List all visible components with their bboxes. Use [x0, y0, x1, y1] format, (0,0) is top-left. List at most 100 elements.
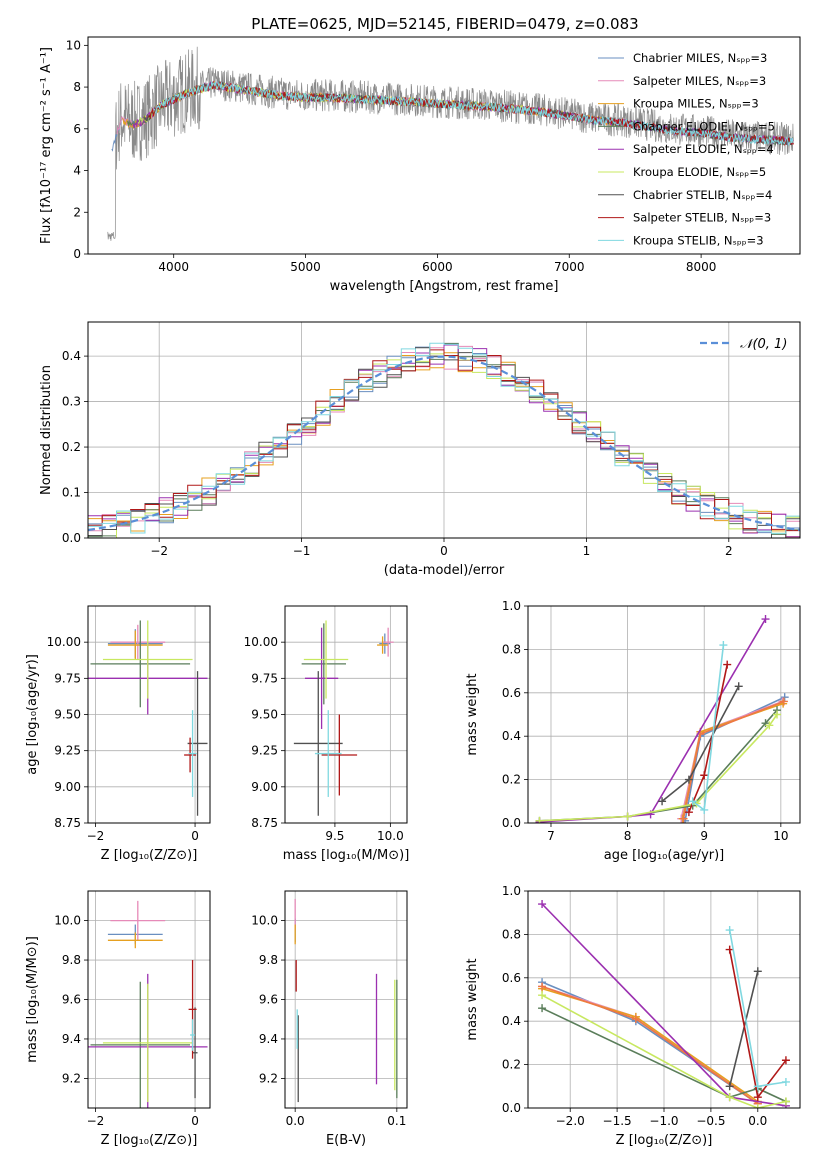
y-tick-label: 9.00 [251, 780, 278, 794]
series-chabrier-elodie [535, 706, 782, 823]
y-tick-label: 9.75 [54, 671, 81, 685]
y-axis-label: Normed distribution [39, 365, 54, 495]
y-tick-label: 9.25 [54, 744, 81, 758]
x-tick-label: 10.0 [377, 829, 404, 843]
x-tick-label: 1 [583, 544, 591, 558]
weight-point [688, 797, 697, 806]
y-tick-label: 9.50 [54, 708, 81, 722]
x-axis-label: wavelength [Angstrom, rest frame] [330, 279, 559, 294]
weight-point [725, 926, 734, 935]
weight-point [781, 1097, 790, 1106]
weight-point [725, 1082, 734, 1091]
x-tick-label: −1 [293, 544, 311, 558]
errorbar-kroupa-elodie [102, 620, 193, 699]
weight-point [684, 775, 693, 784]
weight-point [658, 797, 667, 806]
errorbar-chabrier-elodie [90, 620, 191, 708]
panel-weight_vs_Z: −2.0 −1.5 −1.0 −0.5 0.0 0.0 0.2 0.4 0.6 0.8 1.0 Z [… [465, 884, 801, 1148]
y-tick-label: 10.0 [54, 914, 81, 928]
y-axis-label: mass weight [465, 673, 480, 755]
x-tick-label: 0.1 [387, 1114, 406, 1128]
errorbar-salpeter-miles [110, 624, 166, 660]
plot-frame [527, 890, 801, 1109]
y-tick-label: 0 [73, 247, 81, 261]
y-tick-label: 0.0 [502, 816, 521, 830]
weight-line [539, 714, 778, 822]
y-tick-label: 4 [73, 164, 81, 178]
legend-label: Chabrier MILES, Nₛₚₚ=3 [633, 51, 767, 65]
weight-point [535, 816, 544, 823]
x-tick-label: −2.0 [556, 1114, 585, 1128]
weight-line [541, 985, 759, 1105]
y-tick-label: 2 [73, 205, 81, 219]
x-tick-label: 7000 [554, 260, 585, 274]
x-tick-label: 10 [773, 829, 788, 843]
legend-label: Salpeter MILES, Nₛₚₚ=3 [633, 74, 766, 88]
weight-point [700, 805, 709, 814]
y-tick-label: 0.8 [502, 927, 521, 941]
weight-point [538, 900, 547, 909]
errorbar-chabrier-stelib [293, 671, 343, 816]
series-model_orange [679, 697, 788, 823]
y-tick-label: 8.75 [54, 816, 81, 830]
series-kroupa-elodie [535, 710, 782, 823]
weight-point [753, 1082, 762, 1091]
y-tick-label: 10 [66, 38, 81, 52]
x-tick-label: 9.5 [325, 829, 344, 843]
weight-point [781, 1077, 790, 1086]
errorbar-kroupa-stelib [314, 710, 342, 797]
y-tick-label: 0.2 [502, 1058, 521, 1072]
y-tick-label: 10.00 [244, 635, 278, 649]
y-tick-label: 9.8 [62, 953, 81, 967]
legend-label: Salpeter STELIB, Nₛₚₚ=3 [633, 211, 771, 225]
errorbar-salpeter-miles [382, 627, 394, 657]
errorbar-kroupa-miles [107, 630, 163, 660]
y-tick-label: 0.6 [502, 686, 521, 700]
y-tick-label: 9.25 [251, 744, 278, 758]
x-tick-label: 0 [191, 829, 199, 843]
y-axis-label: Flux [fλ10⁻¹⁷ erg cm⁻² s⁻¹ A⁻¹] [39, 47, 54, 244]
legend-label: Chabrier STELIB, Nₛₚₚ=4 [633, 188, 772, 202]
weight-point [734, 682, 743, 691]
weight-point [679, 814, 688, 823]
x-axis-label: Z [log₁₀(Z/Z⊙)] [101, 1133, 198, 1148]
legend-label: 𝒩(0, 1) [740, 337, 787, 352]
x-axis-label: Z [log₁₀(Z/Z⊙)] [616, 1133, 713, 1148]
legend-label: Chabrier ELODIE, Nₛₚₚ=5 [633, 119, 775, 133]
x-tick-label: 8 [624, 829, 632, 843]
panel-weight_vs_age: 7 8 9 10 0.0 0.2 0.4 0.6 0.8 1.0 age [log₁₀(age/yr… [465, 599, 801, 863]
panel-age_vs_Z: −2 0 8.75 9.00 9.25 9.50 9.75 10.00 Z [log₁₀(Z/Z… [25, 605, 211, 863]
x-axis-label: (data-model)/error [384, 563, 505, 578]
weight-point [761, 615, 770, 624]
histogram-salpeter-stelib [88, 349, 800, 532]
errorbar-salpeter-stelib [321, 714, 358, 796]
weight-point [765, 721, 774, 730]
weight-point [538, 991, 547, 1000]
weight-line [539, 709, 778, 822]
y-tick-label: 0.4 [62, 349, 81, 363]
y-tick-label: 10.0 [251, 914, 278, 928]
panel-residuals: −2 −1 0 1 2 0.0 0.1 0.2 0.3 0.4 (data-model)/error… [39, 321, 801, 578]
errorbar-salpeter-elodie [304, 627, 339, 729]
series-chabrier-stelib [725, 967, 762, 1091]
x-tick-label: −2 [87, 829, 105, 843]
y-tick-label: 0.2 [502, 773, 521, 787]
errorbar-kroupa-elodie [102, 983, 193, 1103]
plot-frame [87, 321, 801, 539]
y-tick-label: 8.75 [251, 816, 278, 830]
x-tick-label: 8000 [686, 260, 717, 274]
y-tick-label: 8 [73, 80, 81, 94]
y-tick-label: 0.8 [502, 642, 521, 656]
weight-point [779, 697, 788, 706]
figure-title: PLATE=0625, MJD=52145, FIBERID=0479, z=0… [251, 15, 638, 33]
x-tick-label: −1.5 [603, 1114, 632, 1128]
x-tick-label: −2 [87, 1114, 105, 1128]
errorbar-kroupa-stelib [190, 1019, 196, 1051]
y-tick-label: 9.75 [251, 671, 278, 685]
y-tick-label: 9.2 [259, 1071, 278, 1085]
panel-spectrum: 4000 5000 6000 7000 8000 0 2 4 6 8 10 wavelength [A… [39, 36, 801, 294]
errorbar-kroupa-elodie [303, 620, 349, 699]
errorbar-salpeter-miles [110, 900, 166, 941]
